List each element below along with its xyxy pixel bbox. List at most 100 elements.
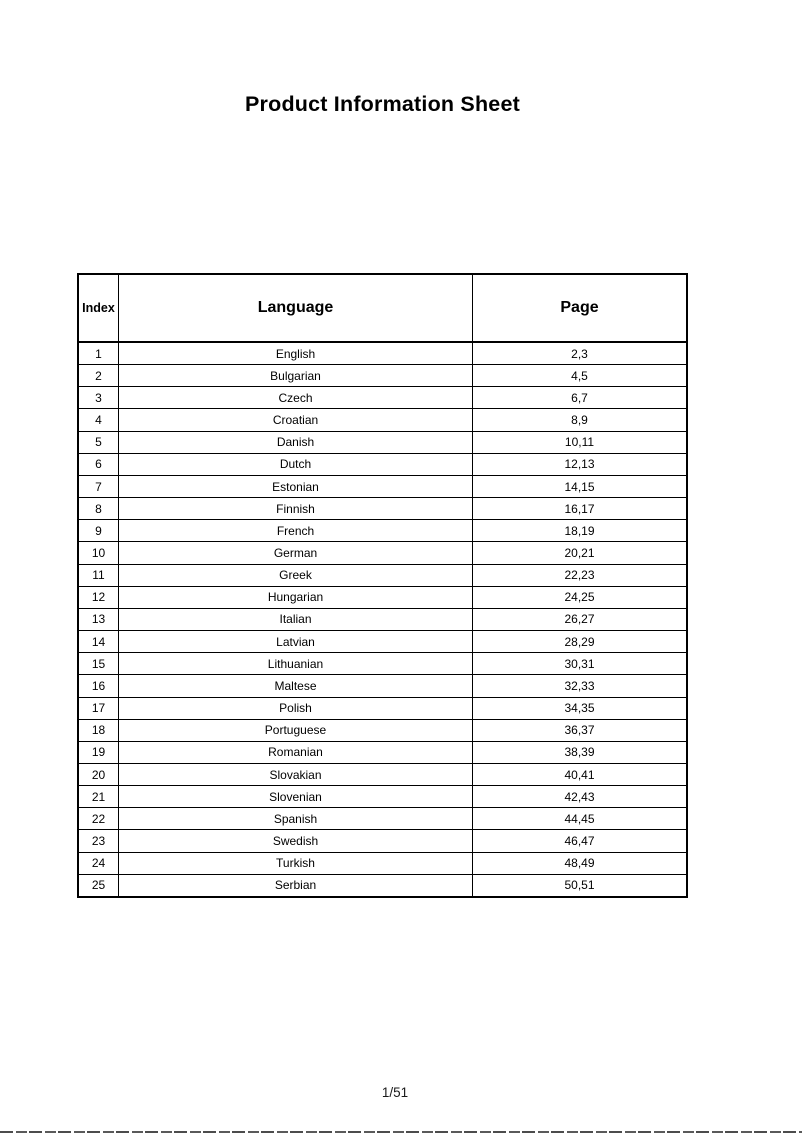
table-row: 24 Turkish 48,49 (79, 852, 686, 875)
row-index-cell: 12 (91, 590, 106, 605)
row-language-cell: Polish (118, 697, 473, 719)
row-language-cell: Maltese (118, 675, 473, 697)
row-language-cell: Bulgarian (118, 365, 473, 387)
row-page-cell: 20,21 (564, 545, 595, 560)
row-language-cell: German (118, 542, 473, 564)
row-page-cell: 34,35 (564, 701, 595, 716)
table-header-row: Index Language Page (79, 275, 686, 343)
row-index-cell: 19 (91, 745, 106, 760)
row-page-cell: 2,3 (571, 346, 588, 361)
row-page-cell: 26,27 (564, 612, 595, 627)
row-language-cell: Danish (118, 431, 473, 453)
table-row: 22 Spanish 44,45 (79, 808, 686, 831)
language-index-table: Index Language Page 1 English 2,3 2 Bulg… (77, 273, 688, 898)
row-page-cell: 50,51 (564, 878, 595, 893)
row-language-cell: Spanish (118, 808, 473, 830)
page-title: Product Information Sheet (245, 92, 520, 116)
row-language-cell: Turkish (118, 852, 473, 874)
table-row: 14 Latvian 28,29 (79, 631, 686, 654)
column-header-language: Language (118, 275, 473, 341)
table-row: 25 Serbian 50,51 (79, 874, 686, 896)
row-index-cell: 24 (91, 856, 106, 871)
row-page-cell: 42,43 (564, 789, 595, 804)
table-row: 5 Danish 10,11 (79, 431, 686, 454)
row-language-cell: Italian (118, 608, 473, 631)
row-page-cell: 22,23 (564, 568, 595, 583)
row-index-cell: 4 (95, 413, 102, 428)
row-index-cell: 23 (91, 834, 106, 849)
table-row: 1 English 2,3 (79, 343, 686, 366)
row-index-cell: 1 (95, 346, 102, 361)
table-row: 10 German 20,21 (79, 542, 686, 565)
row-page-cell: 48,49 (564, 856, 595, 871)
table-row: 2 Bulgarian 4,5 (79, 365, 686, 388)
row-language-cell: Lithuanian (118, 653, 473, 675)
row-page-cell: 8,9 (571, 413, 588, 428)
row-index-cell: 7 (95, 479, 102, 494)
table-row: 6 Dutch 12,13 (79, 453, 686, 476)
row-page-cell: 38,39 (564, 745, 595, 760)
table-row: 11 Greek 22,23 (79, 564, 686, 587)
row-language-cell: Croatian (118, 409, 473, 431)
row-index-cell: 14 (91, 634, 106, 649)
table-row: 17 Polish 34,35 (79, 697, 686, 720)
row-language-cell: Dutch (118, 453, 473, 475)
row-index-cell: 25 (91, 878, 106, 893)
row-index-cell: 2 (95, 368, 102, 383)
row-index-cell: 11 (92, 568, 105, 583)
row-index-cell: 10 (91, 545, 106, 560)
row-language-cell: Latvian (118, 631, 473, 653)
row-language-cell: Hungarian (118, 586, 473, 608)
row-language-cell: Portuguese (118, 719, 473, 741)
row-language-cell: Greek (118, 564, 473, 586)
row-language-cell: English (118, 343, 473, 365)
row-page-cell: 4,5 (571, 368, 588, 383)
row-page-cell: 12,13 (564, 457, 595, 472)
column-header-index: Index (82, 301, 115, 315)
table-body: 1 English 2,3 2 Bulgarian 4,5 3 Czech 6,… (79, 343, 686, 896)
row-index-cell: 22 (91, 811, 106, 826)
table-row: 4 Croatian 8,9 (79, 409, 686, 432)
row-language-cell: Finnish (118, 498, 473, 520)
row-language-cell: Slovenian (118, 786, 473, 808)
row-index-cell: 15 (91, 656, 106, 671)
table-row: 18 Portuguese 36,37 (79, 719, 686, 742)
table-row: 9 French 18,19 (79, 520, 686, 543)
row-index-cell: 18 (91, 723, 106, 738)
row-language-cell: Czech (118, 387, 473, 409)
table-row: 21 Slovenian 42,43 (79, 786, 686, 809)
row-page-cell: 6,7 (571, 390, 588, 405)
page-number-indicator: 1/51 (381, 1085, 409, 1100)
row-page-cell: 24,25 (564, 590, 595, 605)
row-page-cell: 18,19 (564, 523, 595, 538)
table-row: 20 Slovakian 40,41 (79, 763, 686, 787)
row-index-cell: 21 (91, 789, 106, 804)
row-language-cell: Romanian (118, 741, 473, 763)
table-row: 7 Estonian 14,15 (79, 475, 686, 499)
table-row: 3 Czech 6,7 (79, 387, 686, 410)
row-page-cell: 40,41 (564, 767, 595, 782)
table-row: 15 Lithuanian 30,31 (79, 653, 686, 676)
bottom-scan-artifact-line (0, 1131, 802, 1133)
row-page-cell: 14,15 (564, 479, 595, 494)
row-index-cell: 8 (95, 501, 102, 516)
row-page-cell: 30,31 (564, 656, 595, 671)
column-header-page: Page (560, 299, 599, 316)
row-index-cell: 16 (91, 678, 106, 693)
row-index-cell: 17 (91, 701, 106, 716)
row-page-cell: 36,37 (564, 723, 595, 738)
row-language-cell: Slovakian (118, 763, 473, 786)
table-row: 13 Italian 26,27 (79, 608, 686, 632)
row-page-cell: 10,11 (564, 435, 595, 450)
row-language-cell: Swedish (118, 830, 473, 852)
row-index-cell: 20 (91, 767, 106, 782)
row-page-cell: 16,17 (564, 501, 595, 516)
row-language-cell: French (118, 520, 473, 542)
row-index-cell: 6 (95, 457, 102, 472)
row-index-cell: 13 (91, 612, 106, 627)
row-page-cell: 28,29 (564, 634, 595, 649)
row-page-cell: 46,47 (564, 834, 595, 849)
row-index-cell: 3 (95, 390, 102, 405)
table-row: 8 Finnish 16,17 (79, 498, 686, 521)
row-language-cell: Serbian (118, 874, 473, 896)
